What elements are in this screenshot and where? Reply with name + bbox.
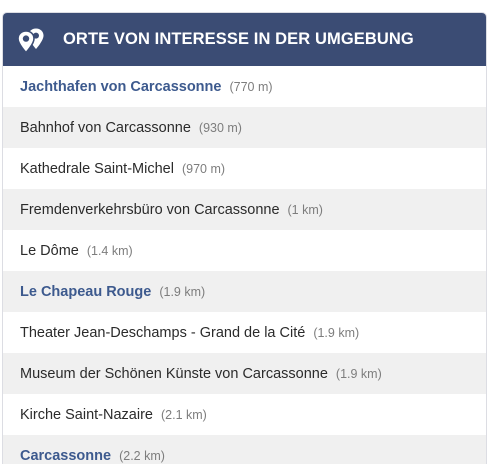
panel-header: ORTE VON INTERESSE IN DER UMGEBUNG	[3, 13, 486, 66]
poi-name: Museum der Schönen Künste von Carcassonn…	[20, 365, 328, 382]
poi-distance: (1 km)	[287, 202, 323, 217]
poi-distance: (2.1 km)	[160, 407, 207, 422]
poi-list-item: Kathedrale Saint-Michel (970 m)	[3, 148, 486, 189]
poi-distance: (1.9 km)	[335, 366, 382, 381]
poi-list-item: Museum der Schönen Künste von Carcassonn…	[3, 353, 486, 394]
poi-list-item[interactable]: Le Chapeau Rouge (1.9 km)	[3, 271, 486, 312]
poi-distance: (770 m)	[229, 79, 273, 94]
panel-title: ORTE VON INTERESSE IN DER UMGEBUNG	[63, 30, 414, 48]
poi-distance: (1.9 km)	[159, 284, 206, 299]
poi-distance: (1.9 km)	[313, 325, 360, 340]
poi-name: Le Dôme	[20, 242, 79, 259]
poi-list-item: Le Dôme (1.4 km)	[3, 230, 486, 271]
poi-name: Bahnhof von Carcassonne	[20, 119, 191, 136]
poi-name-link[interactable]: Le Chapeau Rouge	[20, 283, 152, 300]
poi-list-item: Kirche Saint-Nazaire (2.1 km)	[3, 394, 486, 435]
poi-name-link[interactable]: Jachthafen von Carcassonne	[20, 78, 222, 95]
poi-list-item: Theater Jean-Deschamps - Grand de la Cit…	[3, 312, 486, 353]
poi-distance: (1.4 km)	[86, 243, 133, 258]
poi-distance: (2.2 km)	[119, 448, 165, 463]
poi-list-item: Fremdenverkehrsbüro von Carcassonne (1 km…	[3, 189, 486, 230]
poi-distance: (930 m)	[198, 120, 242, 135]
poi-list-item: Bahnhof von Carcassonne (930 m)	[3, 107, 486, 148]
poi-name: Fremdenverkehrsbüro von Carcassonne	[20, 201, 280, 218]
poi-name-link[interactable]: Carcassonne	[20, 447, 112, 464]
poi-name: Theater Jean-Deschamps - Grand de la Cit…	[20, 324, 306, 341]
points-of-interest-panel: ORTE VON INTERESSE IN DER UMGEBUNG Jacht…	[2, 12, 487, 464]
poi-list-item[interactable]: Carcassonne (2.2 km)	[3, 435, 486, 464]
map-pins-icon	[16, 25, 50, 55]
poi-list: Jachthafen von Carcassonne (770 m) Bahnhof…	[3, 66, 486, 464]
poi-distance: (970 m)	[181, 161, 226, 176]
poi-list-item[interactable]: Jachthafen von Carcassonne (770 m)	[3, 66, 486, 107]
poi-name: Kathedrale Saint-Michel	[20, 160, 174, 177]
poi-name: Kirche Saint-Nazaire	[20, 406, 153, 423]
